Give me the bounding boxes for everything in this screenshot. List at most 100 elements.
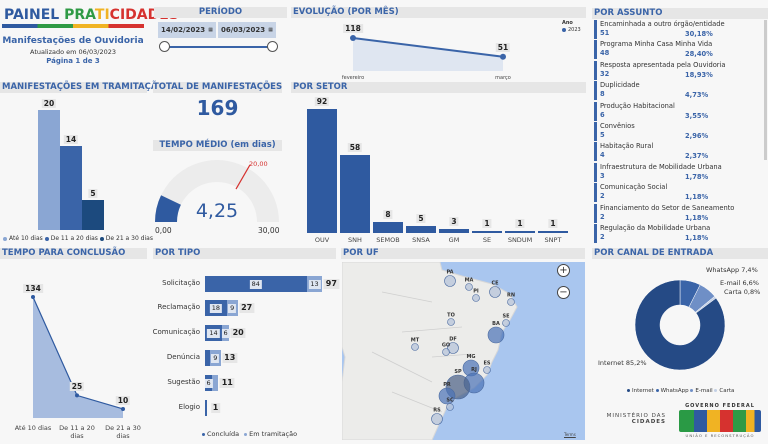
conclusao-data-label: 10	[115, 395, 131, 405]
legend-dot	[627, 389, 630, 392]
legend-dot	[690, 389, 694, 392]
setor-header: POR SETOR	[291, 82, 586, 93]
tramitacao-header: MANIFESTAÇÕES EM TRAMITAÇÃO	[0, 82, 165, 93]
assunto-item[interactable]: Duplicidade 8 4,73%	[594, 81, 762, 101]
calendar-icon[interactable]: ▦	[268, 27, 273, 33]
tramitacao-bar[interactable]	[38, 110, 60, 230]
assunto-item[interactable]: Produção Habitacional 6 3,55%	[594, 101, 762, 121]
assunto-percent: 4,73%	[685, 91, 709, 100]
uf-label: DF	[449, 337, 457, 343]
uf-label: SP	[454, 369, 462, 375]
assunto-count: 5	[600, 131, 605, 139]
assunto-item[interactable]: Regulação da Mobilidade Urbana 2 1,18%	[594, 224, 762, 243]
map-border	[381, 291, 433, 303]
assunto-item[interactable]: Infraestrutura de Mobilidade Urbana 3 1,78…	[594, 162, 762, 182]
setor-x-tick: SNSA	[412, 236, 430, 244]
conclusao-data-label: 134	[23, 284, 43, 293]
assunto-count: 2	[600, 212, 605, 221]
tipo-concluida-label: 18	[209, 303, 223, 313]
canal-legend: Internet WhatsApp E-mail Carta	[627, 388, 734, 394]
assunto-percent: 18,93%	[685, 70, 713, 79]
tipo-total-label: 11	[219, 378, 235, 388]
map-terms-link[interactable]: Terms	[564, 432, 576, 437]
gauge-value: 4,25	[195, 200, 239, 222]
assunto-percent: 1,18%	[685, 193, 709, 202]
assunto-percent: 1,78%	[685, 172, 709, 181]
tramitacao-data-label: 14	[63, 135, 79, 144]
assunto-label: Infraestrutura de Mobilidade Urbana	[600, 162, 722, 171]
donut-data-label: Internet 85,2%	[598, 359, 647, 367]
uf-bubble	[411, 343, 419, 351]
gov-line: GOVERNO FEDERAL	[685, 403, 755, 409]
tipo-bar-concluida[interactable]	[205, 350, 210, 366]
assunto-item[interactable]: Comunicação Social 2 1,18%	[594, 183, 762, 203]
end-date-input[interactable]: 06/03/2023 ▦	[218, 22, 276, 38]
setor-bar[interactable]	[538, 231, 568, 233]
assunto-count: 2	[600, 233, 605, 241]
setor-bar[interactable]	[340, 154, 370, 233]
uf-label: MT	[411, 338, 420, 344]
setor-x-tick: OUV	[314, 236, 330, 244]
gauge-max: 30,00	[258, 226, 280, 235]
evolucao-data-label: 51	[495, 42, 511, 52]
setor-bar[interactable]	[406, 226, 436, 233]
assunto-count: 4	[600, 151, 605, 160]
assunto-label: Regulação da Mobilidade Urbana	[600, 224, 711, 232]
tramitacao-bar[interactable]	[60, 146, 82, 230]
tempo-medio-header: TEMPO MÉDIO (em dias)	[153, 140, 282, 151]
assunto-item[interactable]: Convênios 5 2,96%	[594, 122, 762, 141]
page-subtitle: Manifestações de Ouvidoria	[2, 36, 144, 46]
setor-bar[interactable]	[439, 228, 469, 233]
tipo-bar-concluida[interactable]	[205, 400, 207, 416]
assunto-item[interactable]: Encaminhada a outro órgão/entidade 51 30,1…	[594, 20, 762, 39]
donut-slice	[634, 279, 726, 371]
legend-label: WhatsApp	[660, 388, 689, 394]
assunto-label: Programa Minha Casa Minha Vida	[600, 40, 713, 49]
tipo-bar-tramitacao[interactable]	[212, 375, 219, 391]
assunto-count: 3	[600, 171, 605, 180]
assunto-item[interactable]: Programa Minha Casa Minha Vida 48 28,40%	[594, 40, 762, 60]
calendar-icon[interactable]: ▦	[208, 27, 213, 33]
date-slider-end-handle[interactable]	[267, 41, 278, 52]
date-slider-track[interactable]	[163, 46, 272, 48]
tramitacao-bar[interactable]	[82, 200, 104, 230]
setor-bar[interactable]	[373, 222, 403, 233]
setor-bar[interactable]	[307, 109, 337, 233]
donut-data-label: WhatsApp 7,4%	[706, 266, 758, 274]
setor-x-tick: SEMOB	[376, 236, 400, 244]
total-header: TOTAL DE MANIFESTAÇÕES	[153, 82, 283, 93]
zoom-in-button[interactable]: +	[557, 264, 570, 277]
conclusao-data-label: 25	[69, 382, 85, 392]
uf-label: CE	[491, 281, 499, 287]
tipo-category-label: Solicitação	[162, 279, 200, 287]
uf-label: RJ	[471, 367, 477, 373]
uf-bubble	[472, 294, 480, 302]
zoom-out-button[interactable]: −	[557, 286, 570, 299]
end-date-value: 06/03/2023	[221, 26, 266, 34]
uf-label: PR	[443, 382, 451, 388]
assunto-percent: 3,55%	[685, 111, 709, 120]
date-slider-start-handle[interactable]	[159, 41, 170, 52]
assunto-count: 32	[600, 69, 610, 78]
tipo-category-label: Reclamação	[157, 303, 200, 311]
tipo-tramitacao-label: 9	[228, 303, 237, 313]
setor-bar[interactable]	[505, 231, 535, 233]
brand-part: PAINEL	[4, 7, 65, 23]
assunto-item[interactable]: Habitação Rural 4 2,37%	[594, 142, 762, 162]
brasil-logo	[679, 410, 761, 432]
assunto-scrollbar[interactable]	[764, 20, 767, 160]
start-date-value: 14/02/2023	[161, 26, 206, 34]
assunto-item[interactable]: Resposta apresentada pela Ouvidoria 32 18,…	[594, 60, 762, 80]
setor-data-label: 3	[449, 216, 459, 226]
setor-data-label: 58	[347, 142, 363, 152]
page-indicator: Página 1 de 3	[46, 57, 100, 65]
uf-bubble	[444, 275, 456, 287]
brand-part: TI	[94, 7, 110, 23]
assunto-item[interactable]: Financiamento do Setor de Saneamento 2 1,1…	[594, 203, 762, 223]
map-border	[371, 351, 433, 383]
conclusao-header: TEMPO PARA CONCLUSÃO	[0, 248, 147, 259]
tipo-tramitacao-label: 9	[211, 353, 220, 363]
setor-bar[interactable]	[472, 231, 502, 233]
start-date-input[interactable]: 14/02/2023 ▦	[158, 22, 216, 38]
